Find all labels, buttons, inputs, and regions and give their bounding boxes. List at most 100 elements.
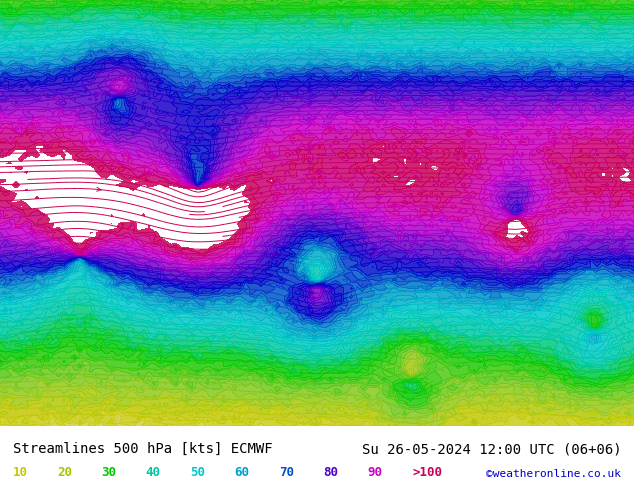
- Text: >100: >100: [412, 466, 442, 479]
- FancyArrowPatch shape: [500, 302, 504, 306]
- FancyArrowPatch shape: [299, 46, 304, 49]
- FancyArrowPatch shape: [443, 113, 447, 117]
- FancyArrowPatch shape: [318, 358, 323, 362]
- FancyArrowPatch shape: [424, 223, 429, 227]
- FancyArrowPatch shape: [407, 156, 411, 160]
- FancyArrowPatch shape: [443, 37, 447, 41]
- FancyArrowPatch shape: [128, 99, 133, 103]
- FancyArrowPatch shape: [314, 335, 318, 339]
- FancyArrowPatch shape: [309, 31, 314, 35]
- FancyArrowPatch shape: [310, 276, 314, 280]
- Text: 30: 30: [101, 466, 117, 479]
- Text: 80: 80: [323, 466, 339, 479]
- FancyArrowPatch shape: [309, 43, 313, 47]
- FancyArrowPatch shape: [309, 99, 313, 103]
- FancyArrowPatch shape: [315, 353, 320, 357]
- FancyArrowPatch shape: [311, 344, 316, 348]
- FancyArrowPatch shape: [309, 22, 314, 25]
- Text: 20: 20: [57, 466, 72, 479]
- FancyArrowPatch shape: [143, 337, 148, 341]
- FancyArrowPatch shape: [309, 143, 313, 147]
- FancyArrowPatch shape: [143, 395, 148, 399]
- FancyArrowPatch shape: [309, 147, 313, 151]
- Text: Su 26-05-2024 12:00 UTC (06+06): Su 26-05-2024 12:00 UTC (06+06): [361, 442, 621, 456]
- FancyArrowPatch shape: [313, 402, 317, 406]
- FancyArrowPatch shape: [519, 410, 523, 414]
- FancyArrowPatch shape: [309, 291, 313, 294]
- Text: ©weatheronline.co.uk: ©weatheronline.co.uk: [486, 468, 621, 479]
- FancyArrowPatch shape: [526, 385, 530, 389]
- FancyArrowPatch shape: [394, 14, 398, 18]
- FancyArrowPatch shape: [311, 248, 316, 252]
- FancyArrowPatch shape: [392, 386, 397, 390]
- FancyArrowPatch shape: [177, 418, 181, 422]
- FancyArrowPatch shape: [144, 177, 149, 181]
- FancyArrowPatch shape: [309, 57, 313, 61]
- FancyArrowPatch shape: [410, 195, 414, 198]
- Text: 70: 70: [279, 466, 294, 479]
- FancyArrowPatch shape: [126, 295, 131, 298]
- FancyArrowPatch shape: [245, 410, 250, 414]
- FancyArrowPatch shape: [309, 311, 313, 315]
- FancyArrowPatch shape: [97, 187, 101, 191]
- FancyArrowPatch shape: [181, 14, 186, 18]
- FancyArrowPatch shape: [156, 277, 160, 281]
- FancyArrowPatch shape: [314, 393, 319, 397]
- FancyArrowPatch shape: [477, 0, 482, 4]
- FancyArrowPatch shape: [290, 337, 295, 341]
- FancyArrowPatch shape: [433, 205, 437, 209]
- FancyArrowPatch shape: [313, 264, 318, 268]
- FancyArrowPatch shape: [317, 363, 321, 367]
- FancyArrowPatch shape: [275, 252, 279, 256]
- FancyArrowPatch shape: [309, 132, 313, 136]
- FancyArrowPatch shape: [89, 298, 93, 302]
- Text: 50: 50: [190, 466, 205, 479]
- FancyArrowPatch shape: [363, 215, 367, 219]
- Text: 40: 40: [146, 466, 161, 479]
- FancyArrowPatch shape: [254, 267, 259, 270]
- Text: 90: 90: [368, 466, 383, 479]
- FancyArrowPatch shape: [450, 108, 454, 112]
- FancyArrowPatch shape: [309, 64, 313, 68]
- FancyArrowPatch shape: [309, 122, 313, 126]
- FancyArrowPatch shape: [309, 84, 313, 88]
- FancyArrowPatch shape: [478, 280, 482, 284]
- FancyArrowPatch shape: [506, 268, 510, 272]
- FancyArrowPatch shape: [309, 167, 313, 171]
- FancyArrowPatch shape: [124, 379, 128, 383]
- FancyArrowPatch shape: [457, 176, 462, 180]
- FancyArrowPatch shape: [378, 235, 382, 239]
- FancyArrowPatch shape: [98, 421, 102, 425]
- FancyArrowPatch shape: [309, 89, 313, 93]
- FancyArrowPatch shape: [212, 286, 216, 290]
- FancyArrowPatch shape: [450, 103, 454, 107]
- FancyArrowPatch shape: [464, 4, 469, 8]
- FancyArrowPatch shape: [527, 42, 531, 46]
- FancyArrowPatch shape: [309, 52, 313, 55]
- FancyArrowPatch shape: [323, 180, 328, 184]
- FancyArrowPatch shape: [125, 32, 129, 36]
- FancyArrowPatch shape: [506, 18, 510, 22]
- Text: Streamlines 500 hPa [kts] ECMWF: Streamlines 500 hPa [kts] ECMWF: [13, 442, 273, 456]
- FancyArrowPatch shape: [309, 7, 314, 10]
- FancyArrowPatch shape: [422, 189, 427, 193]
- Text: 10: 10: [13, 466, 28, 479]
- FancyArrowPatch shape: [456, 128, 461, 132]
- FancyArrowPatch shape: [311, 235, 316, 239]
- FancyArrowPatch shape: [400, 138, 404, 142]
- FancyArrowPatch shape: [150, 0, 154, 3]
- FancyArrowPatch shape: [456, 151, 461, 155]
- FancyArrowPatch shape: [471, 285, 476, 289]
- FancyArrowPatch shape: [311, 321, 316, 325]
- FancyArrowPatch shape: [215, 368, 219, 372]
- FancyArrowPatch shape: [485, 55, 489, 59]
- FancyArrowPatch shape: [309, 162, 313, 166]
- FancyArrowPatch shape: [313, 213, 318, 217]
- FancyArrowPatch shape: [313, 382, 318, 386]
- FancyArrowPatch shape: [126, 122, 131, 126]
- FancyArrowPatch shape: [463, 172, 468, 176]
- FancyArrowPatch shape: [307, 306, 312, 310]
- FancyArrowPatch shape: [429, 80, 433, 84]
- FancyArrowPatch shape: [309, 94, 313, 98]
- FancyArrowPatch shape: [144, 264, 149, 268]
